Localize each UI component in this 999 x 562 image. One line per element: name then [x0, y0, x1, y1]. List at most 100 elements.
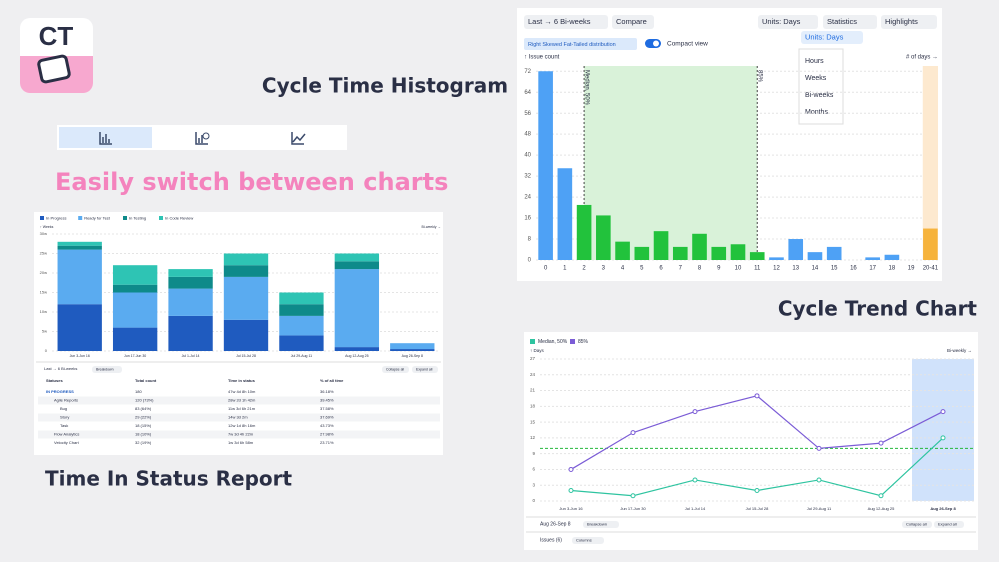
button[interactable] — [92, 366, 122, 373]
menu-option[interactable]: Months — [805, 109, 828, 116]
button-label: Statistics — [827, 17, 857, 26]
legend-swatch — [530, 339, 535, 344]
x-tick-label: Jun 17-Jun 30 — [124, 354, 146, 358]
dropdown — [798, 48, 844, 125]
bar-segment — [112, 265, 158, 285]
legend-label: In Code Review — [165, 216, 193, 221]
point — [878, 493, 884, 499]
y-tick-label: 20w — [40, 270, 47, 275]
button-label: Expand all — [416, 367, 433, 371]
x-tick-label: Aug 26-Sep 8 — [402, 354, 423, 358]
button[interactable] — [902, 521, 932, 528]
bar — [865, 257, 880, 260]
x-tick-label: Aug 26-Sep 8 — [930, 506, 956, 511]
x-tick-label: Jun 3-Jun 16 — [70, 354, 90, 358]
button[interactable] — [934, 521, 964, 528]
bar-segment — [57, 249, 102, 305]
x-tick-label: 10 — [735, 266, 742, 272]
bar-segment — [334, 269, 380, 348]
bar — [653, 231, 669, 260]
x-tick-label: Aug 12-Aug 25 — [868, 506, 895, 511]
bar — [807, 252, 823, 260]
button[interactable] — [758, 15, 818, 29]
menu-option[interactable]: Hours — [805, 58, 824, 65]
table-cell: 1w 3d 6h 58m — [228, 440, 254, 445]
tail-range — [922, 66, 938, 260]
toggle-knob — [653, 40, 659, 47]
y-tick-label: 56 — [524, 111, 531, 117]
axis-title: ↑ Days — [530, 348, 545, 353]
table-cell: 83 (64%) — [135, 406, 152, 411]
y-tick-label: 5w — [42, 329, 47, 334]
button-label: Units: Days — [805, 32, 844, 41]
y-tick-label: 21 — [530, 388, 536, 393]
legend-label: 85% — [578, 339, 589, 345]
bar-segment — [279, 315, 324, 336]
x-tick-label: Jul 29-Aug 11 — [291, 354, 312, 358]
table-cell: 120 (73%) — [135, 398, 154, 403]
bar — [576, 204, 592, 260]
legend-label: In Progress — [46, 216, 66, 221]
menu-option[interactable]: Bi-weeks — [805, 92, 834, 99]
table-cell: 36.18% — [320, 389, 334, 394]
point — [568, 487, 574, 493]
highlight-range — [584, 66, 758, 260]
legend-swatch — [570, 339, 575, 344]
heading: Cycle Trend Chart — [778, 297, 978, 321]
legend-swatch — [123, 216, 127, 220]
button[interactable] — [583, 521, 619, 528]
table-cell: Task — [60, 423, 68, 428]
heading: Time In Status Report — [45, 467, 293, 491]
button[interactable] — [823, 15, 877, 29]
bar-segment — [279, 292, 324, 305]
x-tick-label: 14 — [812, 266, 819, 272]
button-label: Breakdown — [587, 522, 607, 527]
y-tick-label: 9 — [532, 451, 535, 456]
y-tick-label: 16 — [524, 216, 531, 222]
logo-icon — [37, 54, 71, 84]
bar — [615, 241, 630, 260]
logo-text: CT — [39, 21, 74, 51]
table-cell: 39.45% — [320, 398, 334, 403]
bar — [692, 233, 707, 260]
axis-title: Bi-weekly → — [422, 225, 441, 229]
point — [630, 430, 636, 436]
bar-segment — [57, 304, 102, 351]
bar-segment — [390, 349, 435, 351]
table-cell: 29 (22%) — [135, 415, 152, 420]
bar — [749, 252, 765, 260]
y-tick-label: 0 — [45, 348, 48, 353]
button[interactable] — [382, 366, 409, 373]
button-label: Units: Days — [762, 17, 801, 26]
button-label: Collapse all — [386, 367, 404, 371]
button-label: Compare — [616, 17, 647, 26]
table-cell: Agile Reports — [54, 398, 78, 403]
table-cell: 27.98% — [320, 432, 334, 437]
bar — [596, 215, 611, 260]
button[interactable] — [572, 537, 604, 544]
menu-option[interactable]: Weeks — [805, 75, 827, 82]
column-header: % of all time — [320, 378, 344, 383]
button[interactable] — [612, 15, 654, 29]
y-tick-label: 64 — [524, 90, 531, 96]
y-tick-label: 32 — [524, 174, 531, 180]
section-title: Aug 26-Sep 8 — [540, 521, 571, 527]
button-label: Breakdown — [96, 367, 114, 371]
bar-segment — [390, 343, 435, 350]
table-cell: 14w 3d 2m — [228, 415, 248, 420]
button[interactable] — [801, 31, 863, 44]
button[interactable] — [524, 15, 608, 29]
point — [692, 477, 698, 483]
axis-title: # of days → — [906, 55, 938, 61]
table-cell: 43.73% — [320, 423, 334, 428]
toggle-label: Compact view — [667, 41, 708, 48]
y-tick-label: 18 — [530, 404, 536, 409]
button[interactable] — [412, 366, 438, 373]
row-stripe — [38, 430, 440, 439]
x-tick-label: 0 — [544, 266, 548, 272]
axis-title: Bi-weekly → — [947, 348, 972, 353]
y-tick-label: 0 — [532, 498, 535, 503]
table-cell: 32 (19%) — [135, 440, 152, 445]
point — [630, 493, 636, 499]
button[interactable] — [881, 15, 937, 29]
